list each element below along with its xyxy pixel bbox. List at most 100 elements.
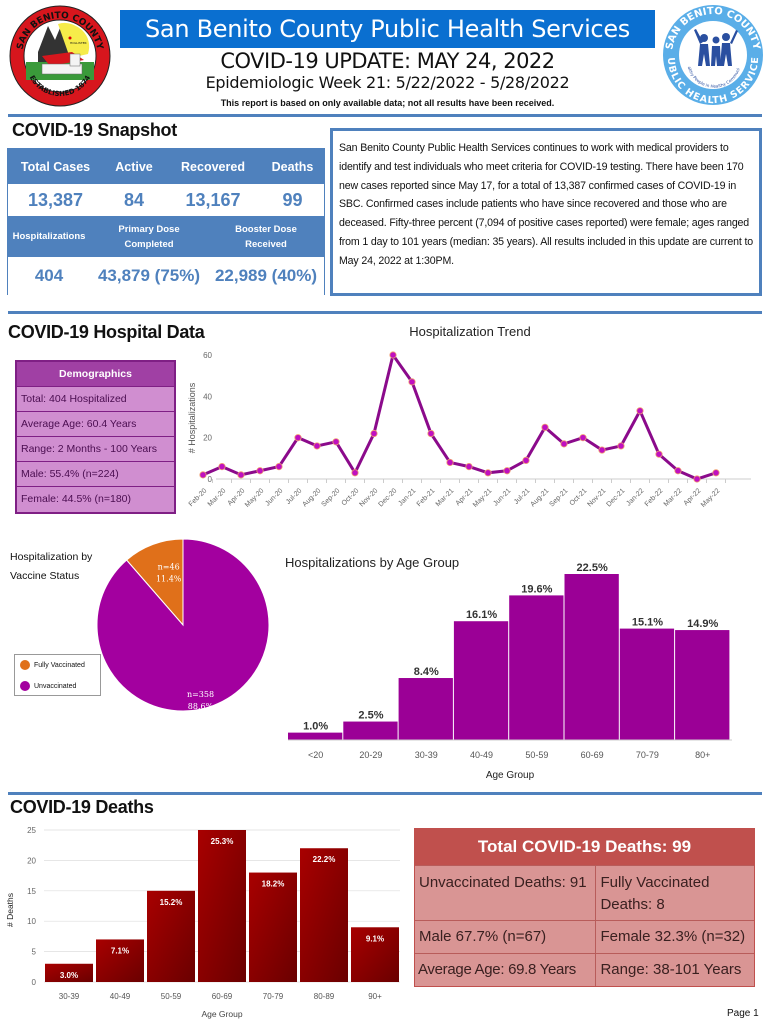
y-tick-label: 25	[27, 826, 36, 835]
data-point	[351, 469, 359, 477]
page-number: Page 1	[727, 1008, 759, 1019]
update-date: COVID-19 UPDATE: MAY 24, 2022	[220, 49, 555, 73]
slice-percent-label: 11.4%	[156, 575, 182, 584]
bar-data-label: 15.1%	[632, 617, 663, 629]
x-tick-label: Sep-20	[320, 487, 341, 508]
slice-percent-label: 88.6%	[188, 702, 214, 711]
data-point	[541, 423, 549, 431]
y-tick-label: 60	[203, 351, 212, 360]
bar-data-label: 2.5%	[358, 710, 383, 722]
deaths-summary-table: Total COVID-19 Deaths: 99 Unvaccinated D…	[414, 828, 755, 987]
x-tick-label: Mar-21	[435, 487, 456, 508]
data-point	[199, 471, 207, 479]
deaths-male: Male 67.7% (n=67)	[415, 921, 597, 953]
data-point	[218, 463, 226, 471]
demographics-male: Male: 55.4% (n=224)	[17, 462, 174, 487]
data-point	[237, 471, 245, 479]
legend-item-unvaccinated: Unvaccinated	[20, 681, 76, 691]
pie-legend: Fully Vaccinated Unvaccinated	[14, 654, 101, 696]
x-tick-label: Dec-20	[377, 487, 398, 508]
hospitalizations-by-age-chart: Hospitalizations by Age Group 1.0% <20 2.5…	[285, 555, 732, 781]
bar-data-label: 9.1%	[366, 934, 384, 943]
x-tick-label: 40-49	[110, 992, 131, 1001]
summary-text-box: San Benito County Public Health Services…	[330, 128, 762, 296]
county-seal-logo: SAN BENITO COUNTY ESTABLISHED 1874 HOLLI…	[8, 4, 112, 108]
data-point	[370, 429, 378, 438]
demographics-total: Total: 404 Hospitalized	[17, 387, 174, 412]
y-tick-label: 5	[32, 948, 37, 957]
x-tick-label: 80-89	[314, 992, 335, 1001]
legend-item-fully-vaccinated: Fully Vaccinated	[20, 660, 85, 670]
label-active: Active	[115, 159, 153, 174]
x-tick-label: Oct-20	[341, 487, 361, 507]
y-tick-label: 15	[27, 887, 36, 896]
bar-data-label: 25.3%	[211, 837, 234, 846]
deaths-female: Female 32.3% (n=32)	[600, 928, 746, 945]
data-point	[408, 378, 416, 386]
hospitalization-trend-chart: Hospitalization Trend # Hospitalizations…	[187, 324, 751, 509]
age-bar	[453, 621, 509, 740]
y-tick-label: 20	[203, 434, 212, 443]
x-tick-label: 30-39	[415, 750, 438, 760]
x-tick-label: Jun-20	[264, 487, 284, 507]
legend-swatch-purple-icon	[20, 681, 30, 691]
age-bar	[509, 595, 564, 740]
snapshot-table: Total Cases Active Recovered Deaths 13,3…	[7, 148, 325, 295]
deaths-unvaccinated: Unvaccinated Deaths: 91	[415, 866, 597, 920]
deaths-fully-vaccinated: Fully Vaccinated Deaths: 8	[600, 874, 710, 913]
demographics-female: Female: 44.5% (n=180)	[17, 487, 174, 512]
y-tick-label: 40	[203, 392, 212, 401]
age-bar	[619, 628, 675, 740]
data-point	[256, 467, 264, 475]
x-tick-label: Aug-20	[301, 487, 322, 508]
x-tick-label: Sep-21	[548, 487, 569, 508]
data-point	[617, 442, 625, 450]
trend-line	[202, 351, 717, 481]
bar-data-label: 7.1%	[111, 946, 129, 955]
x-tick-label: 50-59	[525, 750, 548, 760]
epi-week: Epidemiologic Week 21: 5/22/2022 - 5/28/…	[205, 73, 570, 92]
demographics-average-age: Average Age: 60.4 Years	[17, 412, 174, 437]
death-bar	[300, 848, 348, 982]
summary-text: San Benito County Public Health Services…	[339, 142, 753, 267]
x-tick-label: 90+	[368, 992, 382, 1001]
death-bar	[45, 963, 93, 982]
data-point	[712, 469, 720, 477]
data-point	[579, 434, 587, 442]
header-divider	[8, 114, 762, 117]
label-primary-dose: Primary Dose Completed	[118, 223, 180, 250]
bar-data-label: 14.9%	[687, 618, 718, 630]
bar-data-label: 8.4%	[414, 666, 439, 678]
x-tick-label: Jan-22	[625, 487, 645, 507]
x-tick-label: Oct-21	[569, 487, 589, 507]
x-tick-label: May-20	[244, 487, 266, 509]
x-tick-label: Nov-20	[358, 487, 379, 508]
bar-data-label: 22.5%	[577, 562, 608, 574]
vaccine-status-pie-chart: n=46 11.4% n=358 88.6%	[96, 538, 270, 712]
x-tick-label: Jun-21	[492, 487, 512, 507]
data-point	[693, 475, 701, 483]
bar-data-label: 18.2%	[262, 880, 285, 889]
demographics-title: Demographics	[17, 362, 174, 387]
y-axis-label: # Hospitalizations	[187, 382, 197, 453]
x-axis-label: Age Group	[486, 770, 535, 781]
data-point	[294, 434, 302, 442]
x-tick-label: Nov-21	[586, 487, 607, 508]
value-hospitalizations: 404	[34, 266, 64, 285]
x-tick-label: 70-79	[263, 992, 284, 1001]
age-bar	[564, 574, 619, 740]
label-recovered: Recovered	[181, 159, 245, 174]
value-booster-dose: 22,989 (40%)	[214, 266, 318, 285]
bar-data-label: 3.0%	[60, 971, 78, 980]
age-bar	[288, 732, 343, 740]
demographics-table: Demographics Total: 404 Hospitalized Ave…	[15, 360, 176, 514]
value-recovered: 13,167	[185, 189, 241, 210]
slice-count-label: n=358	[187, 690, 214, 699]
y-axis-label: # Deaths	[5, 893, 15, 927]
x-tick-label: <20	[308, 750, 323, 760]
y-tick-label: 0	[208, 475, 213, 484]
deaths-table-title: Total COVID-19 Deaths: 99	[477, 837, 692, 856]
value-deaths: 99	[282, 189, 303, 210]
pie-chart-title: Hospitalization by Vaccine Status	[10, 551, 93, 582]
legend-label: Fully Vaccinated	[34, 661, 85, 669]
